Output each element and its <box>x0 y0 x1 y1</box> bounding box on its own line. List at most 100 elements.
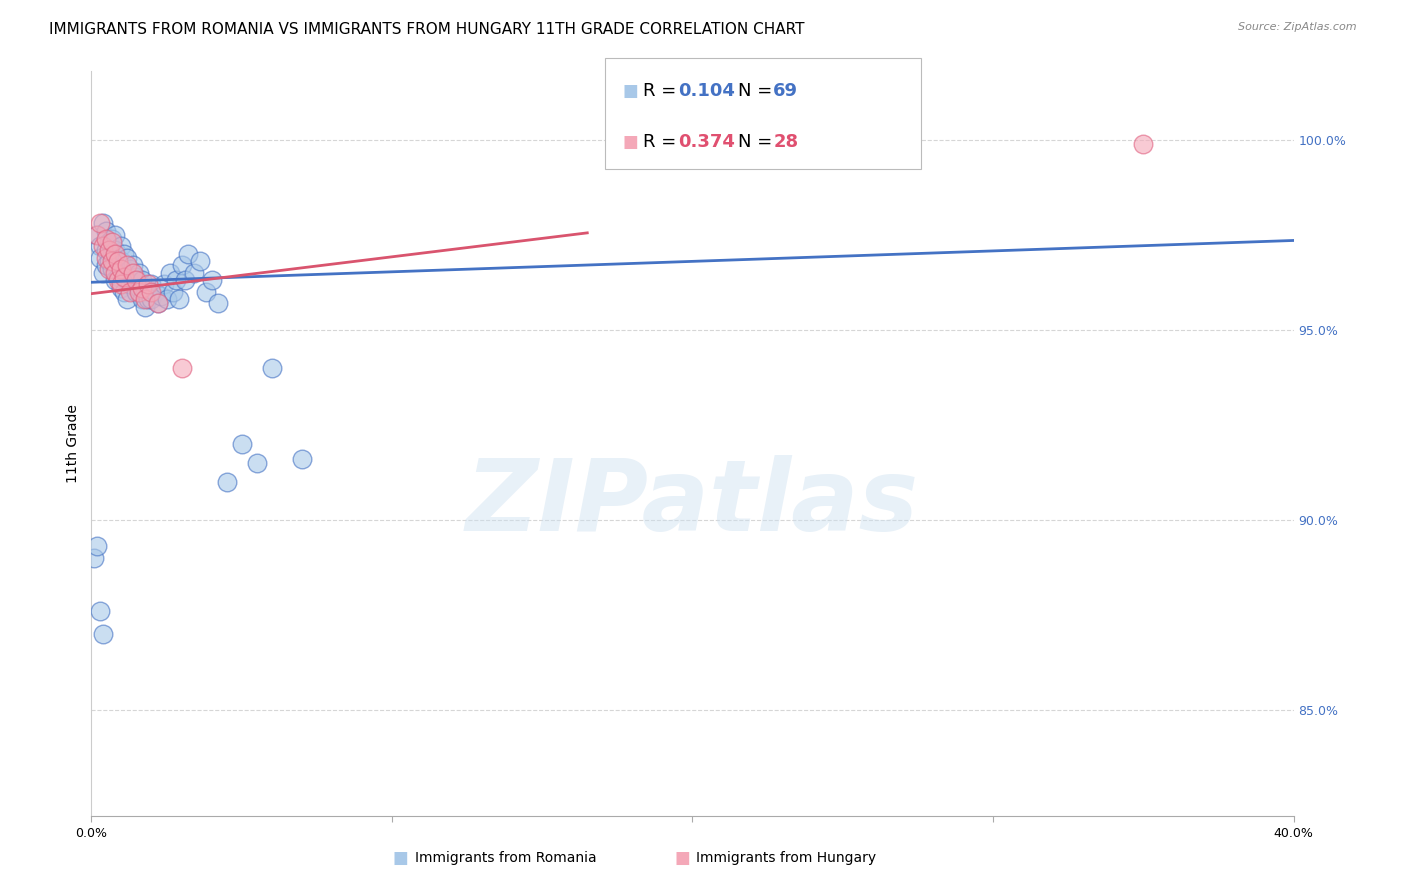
Point <box>96 224 118 238</box>
Point <box>86 227 108 242</box>
Point <box>104 246 127 260</box>
Point <box>117 251 139 265</box>
Point <box>862 136 884 151</box>
Point <box>152 277 174 292</box>
Text: R =: R = <box>643 134 682 152</box>
Point <box>110 277 132 292</box>
Text: Immigrants from Hungary: Immigrants from Hungary <box>696 851 876 865</box>
Text: ZIPatlas: ZIPatlas <box>465 455 920 552</box>
Point <box>231 436 253 450</box>
Point <box>110 254 132 268</box>
Point <box>122 258 145 272</box>
Point <box>122 266 145 280</box>
Point <box>194 285 217 299</box>
Point <box>117 273 139 287</box>
Text: ■: ■ <box>623 134 638 152</box>
Point <box>131 293 153 307</box>
Point <box>1132 136 1154 151</box>
Point <box>98 262 121 277</box>
Point <box>134 300 156 314</box>
Point <box>162 285 184 299</box>
Point <box>107 273 129 287</box>
Point <box>138 277 160 292</box>
Point <box>201 273 224 287</box>
Point <box>107 254 129 268</box>
Point <box>89 239 111 253</box>
Point <box>141 277 163 292</box>
Text: ■: ■ <box>673 849 690 867</box>
Text: ■: ■ <box>392 849 409 867</box>
Text: Source: ZipAtlas.com: Source: ZipAtlas.com <box>1239 22 1357 32</box>
Point <box>167 293 190 307</box>
Text: N =: N = <box>738 82 778 100</box>
Point <box>101 262 124 277</box>
Point <box>125 273 148 287</box>
Point <box>128 281 150 295</box>
Point <box>98 235 121 250</box>
Point <box>128 266 150 280</box>
Point <box>138 293 160 307</box>
Point <box>143 285 166 299</box>
Text: R =: R = <box>643 82 682 100</box>
Point <box>110 239 132 253</box>
Point <box>101 231 124 245</box>
Point <box>207 296 229 310</box>
Point <box>183 266 205 280</box>
Point <box>93 627 115 641</box>
Point <box>114 246 136 260</box>
Point <box>125 269 148 284</box>
Point <box>107 269 129 284</box>
Point <box>104 273 127 287</box>
Point <box>131 281 153 295</box>
Point <box>120 262 142 277</box>
Point <box>96 243 118 257</box>
Point <box>170 258 193 272</box>
Point <box>146 296 169 310</box>
Point <box>96 258 118 272</box>
Point <box>89 216 111 230</box>
Point <box>93 216 115 230</box>
Point <box>104 266 127 280</box>
Point <box>122 273 145 287</box>
Point <box>98 243 121 257</box>
Point <box>141 285 163 299</box>
Y-axis label: 11th Grade: 11th Grade <box>66 404 80 483</box>
Point <box>114 269 136 284</box>
Point <box>114 266 136 280</box>
Point <box>125 285 148 299</box>
Point <box>173 273 195 287</box>
Point <box>128 285 150 299</box>
Text: ■: ■ <box>623 82 638 100</box>
Point <box>246 456 269 470</box>
Point <box>117 293 139 307</box>
Point <box>117 258 139 272</box>
Point <box>93 266 115 280</box>
Point <box>110 262 132 277</box>
Point <box>165 273 187 287</box>
Point <box>291 452 314 467</box>
Point <box>141 293 163 307</box>
Point <box>149 288 172 302</box>
Point <box>114 285 136 299</box>
Point <box>176 246 198 260</box>
Text: N =: N = <box>738 134 778 152</box>
Point <box>86 540 108 554</box>
Point <box>134 285 156 299</box>
Text: 0.374: 0.374 <box>678 134 734 152</box>
Point <box>188 254 211 268</box>
Point <box>93 239 115 253</box>
Point <box>104 243 127 257</box>
Point <box>110 281 132 295</box>
Point <box>104 227 127 242</box>
Point <box>83 550 105 565</box>
Point <box>120 277 142 292</box>
Point <box>131 273 153 287</box>
Point <box>134 293 156 307</box>
Point <box>170 360 193 375</box>
Point <box>89 251 111 265</box>
Point <box>260 360 283 375</box>
Point <box>96 251 118 265</box>
Point <box>107 254 129 268</box>
Text: IMMIGRANTS FROM ROMANIA VS IMMIGRANTS FROM HUNGARY 11TH GRADE CORRELATION CHART: IMMIGRANTS FROM ROMANIA VS IMMIGRANTS FR… <box>49 22 804 37</box>
Point <box>159 266 181 280</box>
